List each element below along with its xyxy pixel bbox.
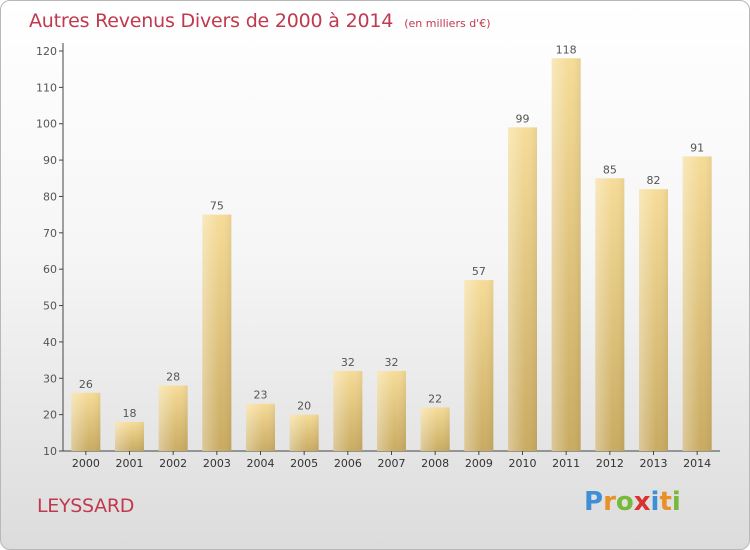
x-tick-label: 2013 [640,457,668,470]
bar-shade [246,403,275,451]
bar-labels-group: 26 18 28 75 23 20 32 32 22 57 99 118 85 82 91 [79,43,704,420]
bar-shade [464,280,494,451]
logo-letter: i [650,487,660,517]
bar-value-label: 26 [79,378,93,391]
logo-letter: P [584,487,604,517]
logo-letter: i [671,487,681,517]
x-tick-label: 2014 [683,457,711,470]
place-name: LEYSSARD [37,495,135,517]
bar-value-label: 23 [254,389,268,402]
bar-shade [158,385,188,451]
title-row: Autres Revenus Divers de 2000 à 2014 (en… [29,10,491,32]
bar-shade [551,58,581,451]
y-tick-label: 70 [43,227,57,240]
bars-group [71,58,712,452]
logo-letter: x [633,487,651,517]
bar-shade [71,392,101,451]
chart-subtitle: (en milliers d'€) [404,17,491,30]
x-tick-label: 2006 [334,457,362,470]
bar-value-label: 32 [341,356,355,369]
bar-shade [420,407,450,451]
x-tick-label: 2010 [509,457,537,470]
bar-shade [289,414,319,451]
bar-value-label: 91 [690,141,704,154]
bar-value-label: 75 [210,200,224,213]
y-tick-label: 20 [43,409,57,422]
y-tick-label: 120 [36,45,57,58]
y-tick-label: 110 [36,81,57,94]
y-tick-label: 30 [43,372,57,385]
bar-value-label: 22 [428,392,442,405]
x-tick-label: 2011 [552,457,580,470]
x-tick-label: 2007 [378,457,406,470]
proxiti-logo[interactable]: Proxiti [584,487,681,517]
x-tick-label: 2008 [421,457,449,470]
x-tick-label: 2001 [116,457,144,470]
logo-letter: t [659,487,672,517]
x-tick-label: 2002 [159,457,187,470]
bar-shade [682,156,712,452]
y-tick-label: 90 [43,154,57,167]
y-tick-label: 80 [43,190,57,203]
bar-value-label: 99 [516,112,530,125]
x-tick-label: 2003 [203,457,231,470]
x-tick-label: 2000 [72,457,100,470]
bar-value-label: 20 [297,400,311,413]
x-tick-label: 2005 [290,457,318,470]
logo-letter: r [603,487,616,517]
bar-value-label: 57 [472,265,486,278]
bar-value-label: 32 [385,356,399,369]
y-tick-label: 100 [36,118,57,131]
x-tick-label: 2009 [465,457,493,470]
bar-shade [377,371,406,451]
y-tick-label: 60 [43,263,57,276]
bar-value-label: 85 [603,163,617,176]
bar-shade [595,178,625,452]
chart-title: Autres Revenus Divers de 2000 à 2014 [29,10,394,32]
bar-shade [202,214,232,451]
y-tick-label: 50 [43,300,57,313]
bar-shade [333,371,363,451]
bar-shade [508,127,537,451]
bar-shade [115,421,144,451]
bar-value-label: 18 [123,407,137,420]
y-tick-label: 40 [43,336,57,349]
x-axis: 2000 2001 2002 2003 2004 2005 2006 2007 2008 2009… [63,450,720,470]
x-tick-label: 2012 [596,457,624,470]
logo-letter: o [615,487,634,517]
bar-shade [639,189,668,451]
bar-value-label: 118 [556,43,577,56]
bar-value-label: 82 [647,174,661,187]
bar-value-label: 28 [166,371,180,384]
y-tick-label: 10 [43,445,57,458]
y-axis: 10 20 30 40 50 60 70 80 90 100 110 120 [36,43,64,458]
x-tick-label: 2004 [247,457,275,470]
